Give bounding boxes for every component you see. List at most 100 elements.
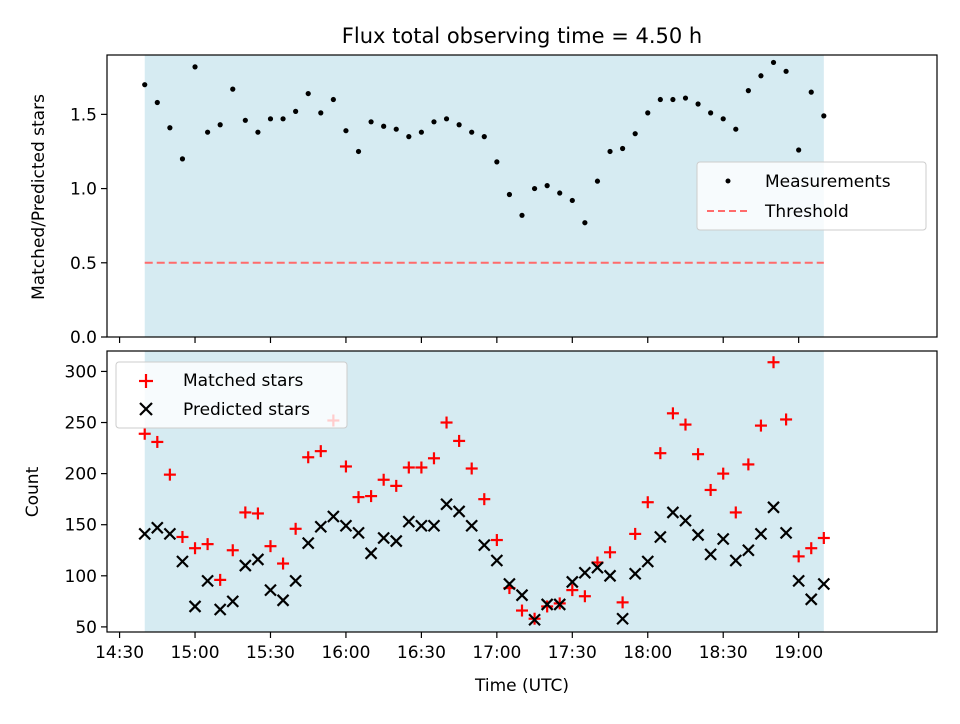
measurement-point [494, 159, 500, 165]
count-y-axis-label: Count [23, 466, 43, 517]
matched-star-point [189, 542, 202, 555]
measurement-point [230, 86, 236, 92]
y-tick-label: 0.0 [70, 328, 97, 348]
predicted-star-point [427, 519, 441, 533]
predicted-star-point [754, 527, 768, 541]
measurement-point [142, 82, 148, 88]
measurement-point [242, 117, 248, 123]
measurement-point [305, 90, 311, 97]
predicted-star-point [239, 559, 252, 572]
x-tick-label: 14:30 [95, 643, 144, 663]
measurement-point [544, 183, 550, 189]
predicted-star-point [138, 527, 152, 541]
measurement-point [695, 101, 701, 107]
y-tick-label: 1.0 [70, 180, 97, 200]
measurement-point [620, 145, 626, 152]
predicted-star-point [415, 519, 428, 533]
matched-star-point [805, 542, 818, 555]
count-panel: 50 100 150 200 250 300 14:30 15:00 15:30 16:00 16… [23, 350, 938, 663]
measurement-point [708, 110, 714, 116]
measurement-point [343, 128, 349, 134]
y-tick-label: 50 [75, 618, 97, 638]
matched-star-point [151, 435, 164, 448]
predicted-legend-marker [139, 402, 153, 416]
count-legend: Matched stars Predicted stars [115, 361, 348, 429]
predicted-star-point [540, 598, 554, 611]
matched-star-point [277, 557, 290, 570]
matched-star-point [390, 479, 403, 492]
matched-star-point [616, 596, 629, 609]
x-tick-label: 15:00 [171, 643, 220, 663]
measurement-point [255, 129, 261, 135]
predicted-star-point [553, 598, 567, 611]
measurement-point [431, 119, 437, 125]
measurement-point [519, 212, 525, 218]
predicted-star-point [213, 603, 227, 616]
matched-star-point [214, 573, 227, 586]
measurement-point [821, 113, 827, 119]
matched-star-point [767, 356, 780, 369]
predicted-star-point [503, 577, 516, 591]
ratio-legend-box [696, 161, 927, 231]
matched-star-point [339, 460, 352, 473]
predicted-star-point [477, 538, 491, 552]
matched-star-point [201, 538, 214, 551]
predicted-star-point [251, 553, 265, 566]
predicted-star-point [654, 530, 667, 544]
measurement-point [167, 125, 173, 131]
y-tick-label: 300 [65, 362, 97, 382]
predicted-star-point [603, 569, 617, 583]
y-tick-label: 0.5 [70, 254, 97, 274]
predicted-star-point [314, 520, 328, 534]
measurement-point [682, 95, 689, 101]
predicted-star-point [817, 577, 831, 591]
measurement-point [632, 131, 638, 137]
ratio-panel: 0.0 0.5 1.0 1.5 Matched/Predicted stars Mea… [29, 54, 938, 348]
matched-star-point [176, 530, 189, 543]
measurement-point [557, 190, 563, 196]
matched-star-point [440, 416, 453, 429]
measurement-point [293, 108, 299, 114]
matched-legend-label: Matched stars [183, 371, 303, 391]
predicted-star-point [301, 536, 315, 550]
measurement-point [607, 148, 613, 155]
measurement-point [381, 123, 387, 129]
matched-star-point [163, 468, 176, 481]
predicted-star-point [716, 532, 730, 546]
measurement-point [217, 122, 223, 128]
measurement-point [569, 197, 575, 204]
measurement-point [456, 122, 462, 128]
predicted-star-point [176, 555, 189, 568]
measurement-point [720, 116, 726, 122]
y-tick-label: 250 [65, 414, 97, 434]
matched-star-point [742, 458, 755, 471]
measurement-point [506, 191, 513, 198]
matched-star-point [666, 407, 679, 420]
x-tick-label: 18:00 [623, 643, 672, 663]
x-tick-label: 19:00 [774, 643, 823, 663]
measurement-point [758, 73, 764, 79]
predicted-legend-label: Predicted stars [183, 400, 310, 420]
measurement-point [418, 129, 424, 135]
measurement-point [205, 129, 211, 135]
measurement-point [192, 64, 198, 70]
measurement-point [645, 110, 651, 116]
matched-star-point [641, 496, 654, 509]
measurement-point [267, 116, 274, 122]
measurement-point [770, 59, 777, 66]
x-tick-label: 17:00 [472, 643, 521, 663]
measurement-point [318, 110, 324, 116]
predicted-star-point [339, 519, 353, 533]
matched-star-point [754, 419, 767, 432]
matched-star-point [427, 452, 440, 465]
ratio-y-axis-label: Matched/Predicted stars [29, 94, 49, 300]
predicted-star-point [641, 555, 655, 568]
predicted-star-point [364, 547, 378, 560]
predicted-star-point [767, 501, 780, 514]
matched-star-point [402, 461, 415, 474]
matched-star-point [578, 590, 591, 603]
matched-star-point [817, 531, 830, 544]
predicted-star-point [201, 574, 214, 588]
matched-star-point [629, 527, 642, 540]
predicted-star-point [628, 567, 642, 581]
